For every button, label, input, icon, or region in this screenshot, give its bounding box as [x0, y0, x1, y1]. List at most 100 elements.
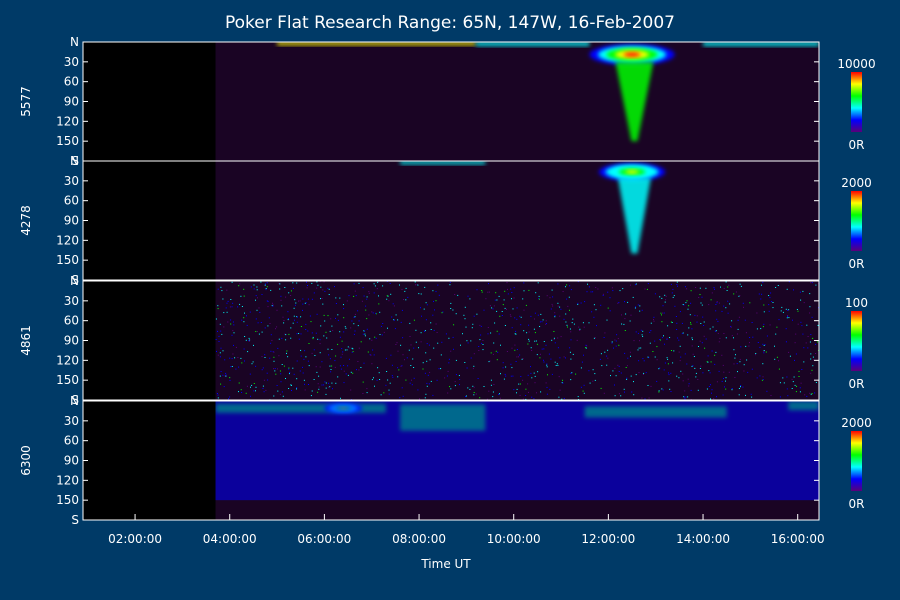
- noise-speck: [233, 324, 235, 326]
- noise-speck: [317, 284, 319, 286]
- noise-speck: [335, 355, 337, 357]
- noise-speck: [502, 367, 504, 369]
- noise-speck: [318, 375, 320, 377]
- noise-speck: [729, 303, 731, 305]
- noise-speck: [448, 337, 450, 339]
- y-tick-label: 120: [56, 233, 79, 247]
- noise-speck: [694, 314, 696, 316]
- noise-speck: [549, 388, 551, 390]
- noise-speck: [441, 341, 443, 343]
- noise-speck: [353, 333, 355, 335]
- noise-speck: [515, 330, 517, 332]
- noise-speck: [352, 351, 354, 353]
- noise-speck: [530, 366, 531, 368]
- noise-speck: [770, 395, 772, 396]
- noise-speck: [662, 312, 664, 314]
- noise-speck: [504, 373, 506, 375]
- noise-speck: [811, 369, 813, 371]
- noise-speck: [368, 314, 370, 316]
- noise-speck: [677, 337, 679, 339]
- noise-speck: [430, 380, 432, 382]
- y-tick-label: 30: [64, 294, 79, 308]
- noise-speck: [601, 365, 603, 367]
- noise-speck: [273, 356, 275, 358]
- noise-speck: [647, 385, 649, 386]
- noise-speck: [536, 354, 538, 356]
- noise-speck: [375, 313, 377, 315]
- noise-speck: [653, 319, 654, 321]
- noise-speck: [289, 371, 291, 373]
- noise-speck: [402, 354, 404, 356]
- noise-speck: [661, 337, 663, 339]
- noise-speck: [378, 303, 380, 305]
- noise-speck: [371, 379, 373, 381]
- noise-speck: [318, 388, 320, 390]
- noise-speck: [349, 347, 351, 349]
- noise-speck: [239, 283, 241, 285]
- noise-speck: [554, 316, 556, 318]
- noise-speck: [697, 389, 699, 391]
- noise-speck: [603, 337, 605, 338]
- noise-speck: [441, 312, 443, 314]
- noise-speck: [528, 338, 530, 340]
- noise-speck: [255, 386, 257, 388]
- noise-speck: [676, 329, 678, 330]
- noise-speck: [454, 385, 456, 387]
- noise-speck: [713, 398, 715, 400]
- noise-speck: [487, 333, 489, 335]
- noise-speck: [264, 283, 266, 285]
- noise-speck: [238, 382, 240, 384]
- noise-speck: [429, 371, 431, 373]
- noise-speck: [542, 319, 544, 321]
- noise-speck: [622, 288, 624, 290]
- noise-speck: [332, 330, 334, 332]
- noise-speck: [271, 305, 273, 307]
- noise-speck: [786, 317, 788, 319]
- noise-speck: [270, 350, 272, 352]
- noise-speck: [350, 389, 352, 391]
- noise-speck: [621, 314, 622, 316]
- noise-speck: [786, 376, 788, 378]
- noise-speck: [430, 329, 432, 330]
- noise-speck: [640, 347, 642, 349]
- panel-label: 4861: [19, 325, 33, 356]
- noise-speck: [737, 319, 739, 321]
- noise-speck: [319, 343, 321, 345]
- noise-speck: [375, 312, 377, 314]
- noise-speck: [624, 330, 626, 331]
- noise-speck: [540, 391, 542, 393]
- noise-speck: [611, 287, 613, 289]
- noise-speck: [230, 319, 232, 321]
- noise-speck: [791, 378, 793, 380]
- noise-speck: [553, 331, 555, 332]
- noise-speck: [434, 309, 435, 311]
- noise-speck: [782, 311, 784, 313]
- noise-speck: [306, 287, 308, 289]
- noise-speck: [565, 286, 566, 288]
- noise-speck: [514, 349, 516, 351]
- noise-speck: [715, 304, 717, 305]
- noise-speck: [264, 327, 266, 329]
- noise-speck: [690, 322, 691, 324]
- noise-speck: [627, 301, 629, 303]
- noise-speck: [751, 368, 753, 370]
- noise-speck: [309, 315, 311, 317]
- noise-speck: [323, 384, 325, 386]
- noise-speck: [223, 386, 225, 388]
- noise-speck: [432, 290, 434, 292]
- noise-speck: [546, 363, 548, 365]
- noise-speck: [730, 326, 732, 328]
- noise-speck: [695, 287, 697, 288]
- noise-speck: [499, 393, 500, 395]
- noise-speck: [511, 367, 513, 369]
- noise-speck: [326, 337, 328, 339]
- noise-speck: [255, 318, 257, 320]
- colorbar: [851, 311, 862, 371]
- noise-speck: [482, 349, 484, 351]
- noise-speck: [232, 330, 234, 332]
- noise-speck: [450, 388, 452, 390]
- noise-speck: [492, 391, 494, 393]
- noise-speck: [417, 389, 419, 391]
- noise-speck: [569, 351, 571, 353]
- noise-speck: [580, 386, 582, 388]
